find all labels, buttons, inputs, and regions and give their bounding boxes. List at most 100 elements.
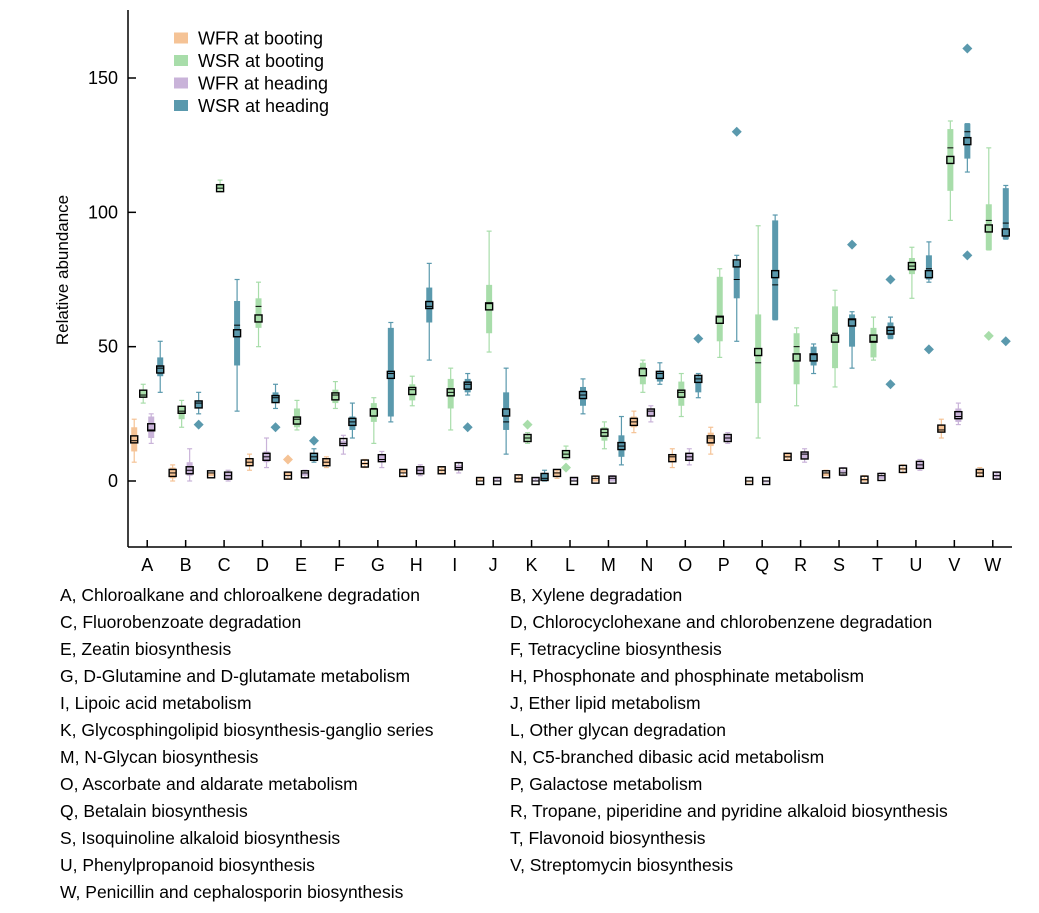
caption-n: N, C5-branched dibasic acid metabolism bbox=[510, 747, 825, 767]
y-tick-label: 50 bbox=[98, 337, 118, 357]
box bbox=[964, 123, 971, 159]
mean-marker bbox=[924, 269, 934, 279]
series-wsr-at-heading bbox=[156, 43, 1011, 482]
mean-marker bbox=[744, 476, 754, 486]
box bbox=[755, 314, 762, 404]
mean-marker bbox=[617, 441, 626, 451]
mean-marker bbox=[992, 471, 1001, 480]
mean-marker bbox=[838, 467, 848, 476]
mean-marker bbox=[668, 453, 677, 463]
legend-label: WFR at heading bbox=[198, 74, 328, 94]
mean-marker bbox=[809, 353, 818, 362]
legend-swatch bbox=[174, 55, 188, 66]
mean-marker bbox=[761, 476, 771, 486]
legend-swatch bbox=[174, 32, 188, 44]
caption-a: A, Chloroalkane and chloroalkene degrada… bbox=[60, 585, 420, 605]
mean-marker bbox=[501, 408, 511, 417]
x-tick-label: W bbox=[984, 555, 1001, 575]
box bbox=[255, 298, 262, 328]
caption-b: B, Xylene degradation bbox=[510, 585, 683, 605]
box bbox=[580, 386, 586, 406]
series-wsr-at-booting bbox=[139, 120, 994, 473]
mean-marker bbox=[792, 353, 801, 362]
box-plot-chart: 0 50 100 150 A B C D E F G H I J K L M N O P Q R S T U V W WFR at … bbox=[53, 10, 1012, 575]
x-tick-label: I bbox=[452, 555, 457, 575]
box bbox=[925, 255, 932, 280]
mean-marker bbox=[783, 452, 792, 462]
mean-marker bbox=[984, 224, 993, 233]
box bbox=[746, 481, 753, 483]
outlier-point bbox=[193, 419, 204, 430]
box bbox=[541, 472, 548, 481]
y-tick-label: 100 bbox=[88, 202, 118, 222]
x-tick-label: F bbox=[334, 555, 345, 575]
mean-marker bbox=[475, 476, 485, 486]
mean-marker bbox=[591, 475, 600, 484]
mean-marker bbox=[147, 423, 156, 432]
box bbox=[284, 472, 291, 476]
mean-marker bbox=[821, 470, 831, 479]
caption-row: O, Ascorbate and aldarate metabolism P, … bbox=[60, 771, 1035, 798]
caption-c: C, Fluorobenzoate degradation bbox=[60, 612, 302, 632]
x-tick-label: M bbox=[601, 555, 616, 575]
x-tick-label: S bbox=[833, 555, 845, 575]
mean-marker bbox=[300, 470, 310, 479]
caption-row: E, Zeatin biosynthesis F, Tetracycline b… bbox=[60, 636, 1035, 663]
caption-row: K, Glycosphingolipid biosynthesis-gangli… bbox=[60, 717, 1035, 744]
caption-row: A, Chloroalkane and chloroalkene degrada… bbox=[60, 582, 1035, 609]
caption-row: C, Fluorobenzoate degradation D, Chloroc… bbox=[60, 609, 1035, 636]
mean-marker bbox=[860, 475, 869, 484]
mean-marker bbox=[245, 457, 254, 467]
mean-marker bbox=[1001, 228, 1010, 237]
legend-swatch bbox=[174, 77, 188, 89]
caption-t: T, Flavonoid biosynthesis bbox=[510, 828, 706, 848]
caption-v: V, Streptomycin biosynthesis bbox=[510, 855, 734, 875]
outlier-point bbox=[308, 435, 319, 446]
mean-marker bbox=[399, 468, 408, 478]
mean-marker bbox=[322, 457, 331, 467]
outlier-point bbox=[983, 330, 994, 341]
mean-marker bbox=[540, 472, 549, 482]
box bbox=[378, 454, 385, 463]
mean-marker bbox=[732, 259, 741, 268]
outlier-point bbox=[923, 344, 934, 355]
mean-marker bbox=[339, 437, 348, 447]
mean-marker bbox=[770, 269, 780, 279]
box bbox=[293, 408, 300, 428]
box bbox=[301, 472, 308, 476]
mean-marker bbox=[484, 302, 494, 311]
box bbox=[486, 284, 493, 334]
caption-w: W, Penicillin and cephalosporin biosynth… bbox=[60, 882, 404, 902]
box bbox=[947, 129, 954, 191]
box bbox=[332, 389, 339, 404]
mean-marker bbox=[569, 476, 579, 486]
box bbox=[985, 204, 992, 250]
mean-marker bbox=[514, 474, 523, 483]
box bbox=[571, 479, 577, 482]
box bbox=[208, 472, 215, 476]
box bbox=[140, 389, 147, 398]
caption-i: I, Lipoic acid metabolism bbox=[60, 693, 252, 713]
mean-marker bbox=[425, 300, 434, 310]
mean-marker bbox=[946, 155, 955, 165]
box bbox=[186, 462, 193, 476]
box bbox=[409, 384, 416, 401]
mean-marker bbox=[492, 476, 502, 486]
mean-marker bbox=[898, 464, 908, 474]
mean-marker bbox=[954, 410, 963, 420]
mean-marker bbox=[963, 136, 972, 146]
caption-s: S, Isoquinoline alkaloid biosynthesis bbox=[60, 828, 341, 848]
box bbox=[639, 362, 646, 385]
box bbox=[148, 416, 155, 439]
series-wfr-at-booting bbox=[130, 410, 984, 486]
x-tick-label: U bbox=[909, 555, 922, 575]
mean-marker bbox=[800, 451, 809, 460]
caption-h: H, Phosphonate and phosphinate metabolis… bbox=[510, 666, 865, 686]
caption-row: U, Phenylpropanoid biosynthesis V, Strep… bbox=[60, 852, 1035, 879]
x-tick-label: Q bbox=[755, 555, 769, 575]
box bbox=[157, 357, 164, 377]
box bbox=[349, 416, 356, 430]
box bbox=[609, 476, 616, 481]
mean-marker bbox=[655, 370, 665, 380]
mean-marker bbox=[194, 400, 203, 409]
